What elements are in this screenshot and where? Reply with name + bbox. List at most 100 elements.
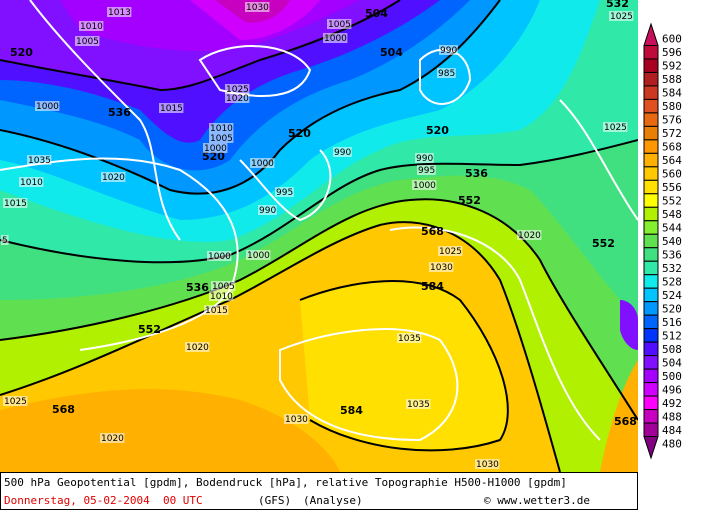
legend-swatch bbox=[643, 395, 659, 411]
pressure-label: 1020 bbox=[226, 94, 249, 104]
legend-label: 564 bbox=[662, 154, 682, 167]
legend-swatch bbox=[643, 112, 659, 127]
geopotential-color-bands bbox=[0, 0, 638, 472]
pressure-label: 1005 bbox=[212, 282, 235, 292]
legend-label: 496 bbox=[662, 383, 682, 396]
geopotential-label: 552 bbox=[592, 237, 615, 250]
legend-label: 588 bbox=[662, 73, 682, 86]
legend-swatch bbox=[643, 382, 659, 397]
legend-label: 536 bbox=[662, 248, 682, 261]
geopotential-label: 520 bbox=[10, 46, 33, 59]
caption-type: (Analyse) bbox=[303, 494, 363, 507]
pressure-label: 1000 bbox=[324, 34, 347, 44]
legend-label: 520 bbox=[662, 302, 682, 315]
legend-swatch bbox=[643, 98, 659, 114]
legend-swatch bbox=[643, 314, 659, 330]
pressure-label: 1000 bbox=[204, 144, 227, 154]
geopotential-label: 568 bbox=[421, 225, 444, 238]
pressure-label: 1035 bbox=[398, 334, 421, 344]
weather-map: 504 504 520 536 520 520 520 536 552 552 568 584 536 5… bbox=[0, 0, 638, 472]
caption-copyright: © www.wetter3.de bbox=[484, 494, 590, 507]
legend-swatch bbox=[643, 409, 659, 424]
pressure-label: 1030 bbox=[476, 460, 499, 470]
pressure-label: 1020 bbox=[518, 231, 541, 241]
legend-swatch bbox=[643, 125, 659, 141]
geopotential-label: 584 bbox=[421, 280, 444, 293]
legend-label: 508 bbox=[662, 343, 682, 356]
caption-date: Donnerstag, 05-02-2004 00 UTC bbox=[4, 494, 203, 507]
legend-swatch bbox=[643, 260, 659, 276]
legend-swatch bbox=[643, 436, 659, 460]
legend-swatch bbox=[643, 422, 659, 438]
legend-swatch bbox=[643, 328, 659, 343]
legend-label: 500 bbox=[662, 370, 682, 383]
legend-swatch bbox=[643, 152, 659, 168]
geopotential-label: 520 bbox=[426, 124, 449, 137]
pressure-label: 1025 bbox=[4, 397, 27, 407]
pressure-label: 1035 bbox=[407, 400, 430, 410]
pressure-label: 1000 bbox=[208, 252, 231, 262]
legend-swatch bbox=[643, 233, 659, 249]
pressure-label: 1025 bbox=[439, 247, 462, 257]
legend-label: 516 bbox=[662, 316, 682, 329]
legend-swatch bbox=[643, 193, 659, 208]
legend-label: 552 bbox=[662, 195, 682, 208]
pressure-label: 1010 bbox=[210, 124, 233, 134]
legend-label: 528 bbox=[662, 275, 682, 288]
legend-swatch bbox=[643, 22, 659, 46]
pressure-label: 1000 bbox=[251, 159, 274, 169]
color-legend: 6005965925885845805765725685645605565525… bbox=[643, 22, 682, 460]
geopotential-label: 504 bbox=[365, 7, 388, 20]
legend-label: 600 bbox=[662, 33, 682, 46]
legend-label: 576 bbox=[662, 114, 682, 127]
legend-label: 580 bbox=[662, 100, 682, 113]
map-caption: 500 hPa Geopotential [gpdm], Bodendruck … bbox=[0, 472, 638, 510]
pressure-label: 985 bbox=[438, 69, 455, 79]
pressure-label: 1025 bbox=[604, 123, 627, 133]
legend-label: 484 bbox=[662, 424, 682, 437]
legend-swatch bbox=[643, 274, 659, 289]
legend-label: 556 bbox=[662, 181, 682, 194]
pressure-label: 995 bbox=[418, 166, 435, 176]
pressure-label: 1010 bbox=[20, 178, 43, 188]
pressure-label: 990 bbox=[259, 206, 276, 216]
legend-label: 596 bbox=[662, 46, 682, 59]
legend-label: 480 bbox=[662, 437, 682, 450]
legend-label: 488 bbox=[662, 410, 682, 423]
geopotential-labels: 504 504 520 536 520 520 520 536 552 552 568 584 536 5… bbox=[10, 0, 637, 428]
pressure-label: 1025 bbox=[610, 12, 633, 22]
pressure-label: 1015 bbox=[160, 104, 183, 114]
pressure-label: 1020 bbox=[101, 434, 124, 444]
legend-swatch bbox=[643, 139, 659, 154]
legend-swatch bbox=[643, 206, 659, 222]
pressure-label: 990 bbox=[440, 46, 457, 56]
geopotential-label: 504 bbox=[380, 46, 403, 59]
pressure-label: 1030 bbox=[285, 415, 308, 425]
pressure-label: 1030 bbox=[430, 263, 453, 273]
pressure-label: 1020 bbox=[186, 343, 209, 353]
legend-label: 532 bbox=[662, 262, 682, 275]
legend-swatch bbox=[643, 179, 659, 195]
legend-swatch bbox=[643, 355, 659, 370]
geopotential-label: 536 bbox=[186, 281, 209, 294]
legend-swatch bbox=[643, 220, 659, 235]
pressure-label: 5 bbox=[2, 236, 8, 246]
geopotential-label: 520 bbox=[202, 150, 225, 163]
legend-swatch bbox=[643, 166, 659, 181]
geopotential-label: 568 bbox=[614, 415, 637, 428]
pressure-label: 990 bbox=[416, 154, 433, 164]
pressure-label: 1005 bbox=[328, 20, 351, 30]
legend-label: 504 bbox=[662, 356, 682, 369]
legend-swatch bbox=[643, 247, 659, 262]
geopotential-label: 532 bbox=[606, 0, 629, 10]
geopotential-label: 552 bbox=[458, 194, 481, 207]
legend-label: 548 bbox=[662, 208, 682, 221]
caption-model: (GFS) bbox=[258, 494, 292, 507]
pressure-label: 1025 bbox=[226, 85, 249, 95]
pressure-label: 1035 bbox=[28, 156, 51, 166]
legend-label: 572 bbox=[662, 127, 682, 140]
legend-swatch bbox=[643, 85, 659, 100]
pressure-label: 1015 bbox=[205, 306, 228, 316]
pressure-label: 1010 bbox=[210, 292, 233, 302]
legend-swatch bbox=[643, 44, 659, 60]
